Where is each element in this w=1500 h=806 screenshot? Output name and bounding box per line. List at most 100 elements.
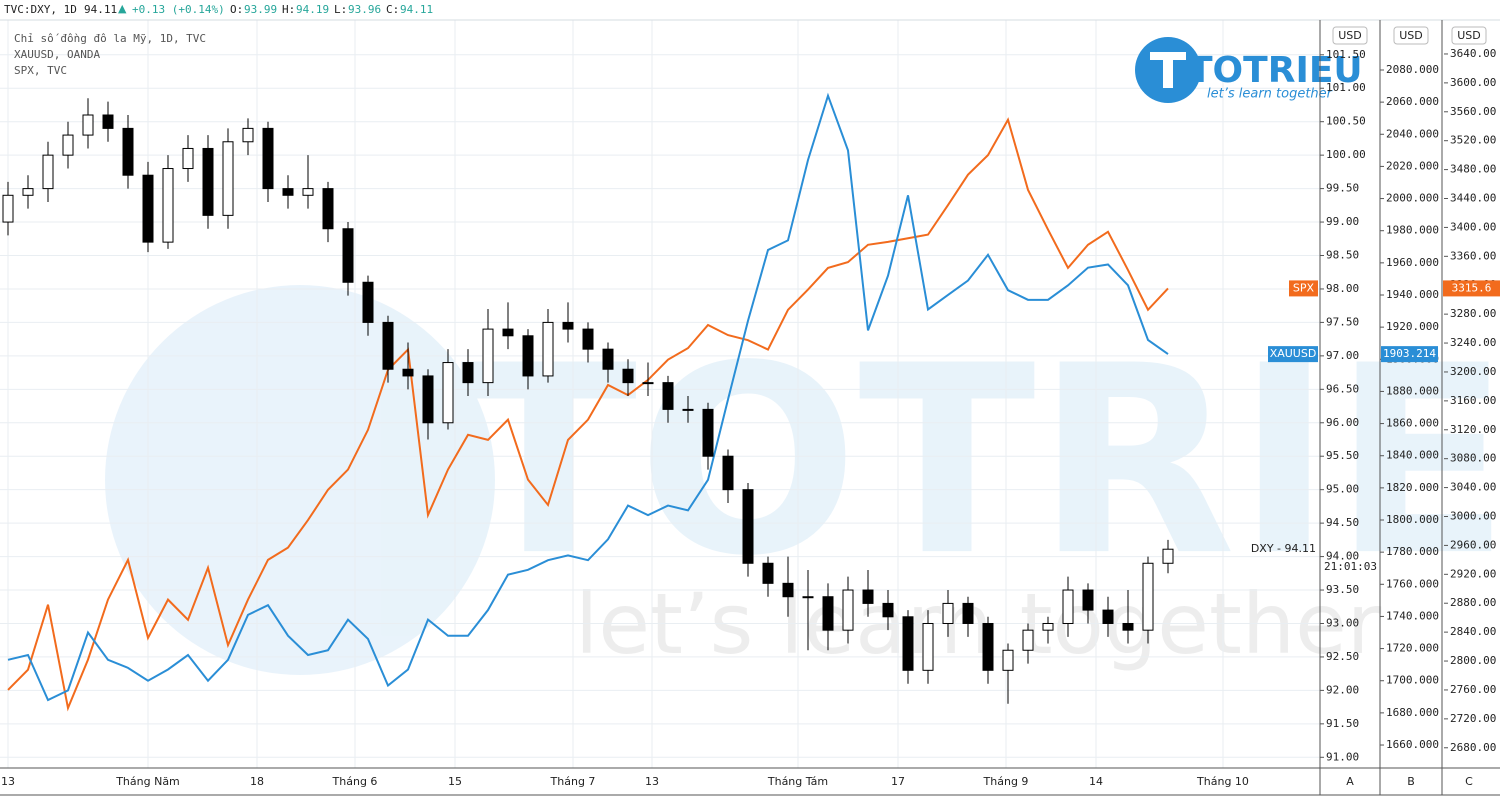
y-tick-label: 3240.00 <box>1450 336 1496 349</box>
scale-label: B <box>1407 775 1415 788</box>
y-tick-label: 94.50 <box>1326 516 1359 529</box>
candle-body <box>1082 589 1094 611</box>
candle-body <box>1162 548 1174 564</box>
ohlc-value: 94.19 <box>296 3 329 16</box>
candle-body <box>522 335 534 377</box>
x-tick-label: 13 <box>1 775 15 788</box>
y-tick-label: 3160.00 <box>1450 394 1496 407</box>
logo-tagline: let’s learn together <box>1207 87 1334 102</box>
candle-body <box>362 281 374 323</box>
y-tick-label: 2060.000 <box>1386 95 1439 108</box>
candle-body <box>842 589 854 631</box>
candle-body <box>862 589 874 604</box>
candle-body <box>982 622 994 671</box>
watermark-logo <box>105 285 495 675</box>
candle-body <box>882 602 894 618</box>
currency-box <box>1332 26 1368 45</box>
candle-body <box>602 348 614 370</box>
price-tag: SPX <box>1289 280 1318 297</box>
y-tick-label: 100.00 <box>1326 148 1366 161</box>
y-tick-label: 2000.000 <box>1386 192 1439 205</box>
ohlc-value: 94.11 <box>400 3 433 16</box>
candle-body <box>22 188 34 196</box>
watermark: TOTRIEU let’s learn together <box>105 285 1500 675</box>
ohlc-label: O: <box>230 3 243 16</box>
candle-body <box>1142 562 1154 631</box>
y-tick-label: 98.50 <box>1326 249 1359 262</box>
y-tick-label: 3080.00 <box>1450 452 1496 465</box>
x-tick-label: 14 <box>1089 775 1103 788</box>
candle-body <box>642 382 654 385</box>
y-tick-label: 2760.00 <box>1450 683 1496 696</box>
last-price: 94.11 <box>84 3 117 16</box>
y-tick-label: 92.00 <box>1326 683 1359 696</box>
y-tick-label: 99.00 <box>1326 215 1359 228</box>
candle-body <box>262 127 274 190</box>
candle-body <box>1062 589 1074 624</box>
candle-body <box>2 194 14 223</box>
y-tick-label: 1780.000 <box>1386 545 1439 558</box>
y-tick-label: 1660.000 <box>1386 738 1439 751</box>
candle-body <box>462 362 474 384</box>
y-tick-label: 2960.00 <box>1450 538 1496 551</box>
y-tick-label: 2720.00 <box>1450 712 1496 725</box>
y-tick-label: 3280.00 <box>1450 307 1496 320</box>
currency-label: USD <box>1338 29 1362 42</box>
y-tick-label: 2020.000 <box>1386 159 1439 172</box>
legend-entry: Chỉ số đồng đô la Mỹ, 1D, TVC <box>14 32 206 45</box>
y-tick-label: 95.50 <box>1326 449 1359 462</box>
candle-body <box>402 368 414 377</box>
candle-body <box>442 362 454 424</box>
watermark-title: TOTRIEU <box>460 311 1500 613</box>
y-tick-label: 95.00 <box>1326 483 1359 496</box>
candle-body <box>922 622 934 671</box>
y-tick-label: 3000.00 <box>1450 509 1496 522</box>
candle-body <box>202 147 214 216</box>
scale-label: A <box>1346 775 1354 788</box>
y-tick-label: 2800.00 <box>1450 654 1496 667</box>
tag-label: XAUUSD <box>1270 347 1317 360</box>
plot: Chỉ số đồng đô la Mỹ, 1D, TVC XAUUSD, OAN… <box>0 20 1320 768</box>
y-tick-label: 1880.000 <box>1386 384 1439 397</box>
candle-body <box>742 489 754 564</box>
candle-body <box>162 168 174 243</box>
currency-box <box>1393 26 1429 45</box>
currency-label: USD <box>1457 29 1481 42</box>
candle-body <box>582 328 594 350</box>
candle-body <box>822 596 834 631</box>
y-tick-label: 94.00 <box>1326 550 1359 563</box>
y-tick-label: 2840.00 <box>1450 625 1496 638</box>
candle-body <box>662 382 674 410</box>
y-tick-label: 101.50 <box>1326 48 1366 61</box>
price-tag: DXY - 94.11 <box>1251 542 1316 555</box>
ohlc-label: L: <box>334 3 347 16</box>
candle-body <box>82 114 94 136</box>
y-tick-label: 93.50 <box>1326 583 1359 596</box>
x-tick-label: 15 <box>448 775 462 788</box>
axis-tag-box <box>1443 280 1500 297</box>
y-tick-label: 3640.00 <box>1450 47 1496 60</box>
logo-t <box>1163 52 1173 88</box>
y-tick-label: 91.50 <box>1326 717 1359 730</box>
candle-body <box>962 602 974 624</box>
y-tick-label: 100.50 <box>1326 115 1366 128</box>
candle-body <box>902 616 914 671</box>
candle-body <box>142 174 154 243</box>
candle-body <box>622 368 634 384</box>
legend-entry: SPX, TVC <box>14 64 67 77</box>
y-tick-label: 3560.00 <box>1450 105 1496 118</box>
y-tick-label: 98.00 <box>1326 282 1359 295</box>
candle-body <box>42 154 54 190</box>
y-tick-label: 99.50 <box>1326 182 1359 195</box>
axis-tag-label: 1903.214 <box>1383 347 1436 360</box>
logo: TOTRIEU let’s learn together <box>1135 37 1363 103</box>
y-tick-label: 3400.00 <box>1450 220 1496 233</box>
y-tick-label: 3040.00 <box>1450 481 1496 494</box>
y-tick-label: 96.50 <box>1326 382 1359 395</box>
y-tick-label: 1720.000 <box>1386 642 1439 655</box>
y-tick-label: 1960.000 <box>1386 256 1439 269</box>
y-tick-label: 1760.000 <box>1386 577 1439 590</box>
candle-body <box>682 408 694 411</box>
candle-body <box>542 321 554 377</box>
candle-body <box>702 408 714 457</box>
